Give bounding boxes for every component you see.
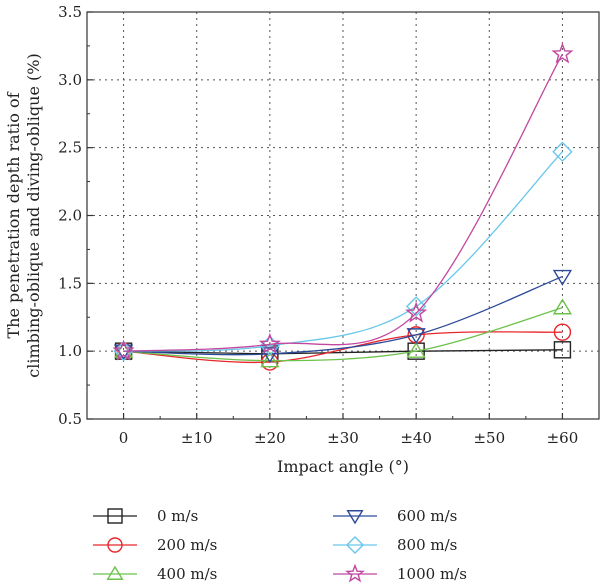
x-tick-label: 0	[119, 429, 129, 447]
data-point	[553, 323, 572, 341]
data-point	[258, 332, 281, 354]
legend-marker	[345, 563, 365, 583]
y-axis-title-line2: climbing-oblique and diving-oblique (%)	[24, 53, 43, 377]
x-tick-label: ±10	[181, 429, 213, 447]
data-point	[406, 341, 426, 358]
legend-label: 400 m/s	[157, 565, 217, 583]
x-tick-label: ±20	[254, 429, 286, 447]
series-line	[123, 151, 563, 352]
legend-marker	[106, 565, 124, 580]
data-point	[259, 335, 281, 356]
x-tick-label: ±30	[327, 429, 359, 447]
data-point	[113, 341, 134, 358]
y-tick-label: 3.0	[58, 71, 82, 89]
series-line	[123, 307, 563, 362]
series-1000-m-s	[112, 42, 574, 361]
legend-item: 1000 m/s	[333, 563, 467, 583]
series-600-m-s	[113, 269, 573, 364]
data-point	[552, 141, 573, 162]
legend-label: 1000 m/s	[397, 565, 467, 583]
legend-label: 200 m/s	[157, 536, 217, 554]
data-point	[405, 296, 427, 317]
legend-marker	[107, 537, 123, 553]
data-point	[260, 351, 280, 368]
legend-item: 800 m/s	[333, 535, 457, 555]
x-tick-label: ±50	[473, 429, 505, 447]
data-point	[112, 339, 135, 361]
data-point	[405, 301, 428, 323]
x-axis-title: Impact angle (°)	[277, 457, 409, 476]
grid-lines	[87, 12, 599, 419]
y-tick-label: 1.0	[58, 342, 82, 360]
y-tick-label: 0.5	[58, 410, 82, 428]
legend-label: 0 m/s	[157, 507, 198, 525]
legend: 0 m/s 200 m/s 400 m/s 600 m/s 800 m/s 1000 m/…	[93, 507, 467, 583]
legend-label: 600 m/s	[397, 507, 457, 525]
legend-label: 800 m/s	[397, 536, 457, 554]
series-400-m-s	[113, 298, 573, 368]
data-point	[551, 42, 574, 64]
legend-marker	[107, 508, 123, 524]
legend-item: 200 m/s	[93, 536, 217, 554]
series-line	[123, 53, 563, 352]
y-tick-label: 3.5	[58, 3, 82, 21]
series-800-m-s	[113, 141, 573, 362]
data-point	[406, 328, 426, 345]
y-axis-title-line1: The penetration depth ratio of	[4, 91, 23, 338]
series-line	[123, 275, 563, 356]
data-point	[553, 341, 572, 359]
y-tick-label: 1.5	[58, 274, 82, 292]
series-line	[123, 349, 563, 355]
legend-item: 400 m/s	[93, 565, 217, 583]
x-tick-label: ±40	[400, 429, 432, 447]
legend-item: 600 m/s	[333, 507, 457, 525]
series-group	[112, 42, 574, 371]
y-tick-label: 2.5	[58, 139, 82, 157]
axis-ticks: 0 ±10 ±20 ±30 ±40 ±50 ±60 0.5 1.0 1.5 2.0 2.5 3.0 3.5	[58, 3, 578, 447]
legend-marker	[345, 535, 365, 555]
series-line	[123, 331, 563, 364]
x-tick-label: ±60	[547, 429, 579, 447]
data-point	[552, 269, 573, 286]
data-point	[552, 298, 573, 315]
y-tick-label: 2.0	[58, 207, 82, 225]
legend-item: 0 m/s	[93, 507, 198, 525]
legend-marker	[346, 510, 364, 525]
